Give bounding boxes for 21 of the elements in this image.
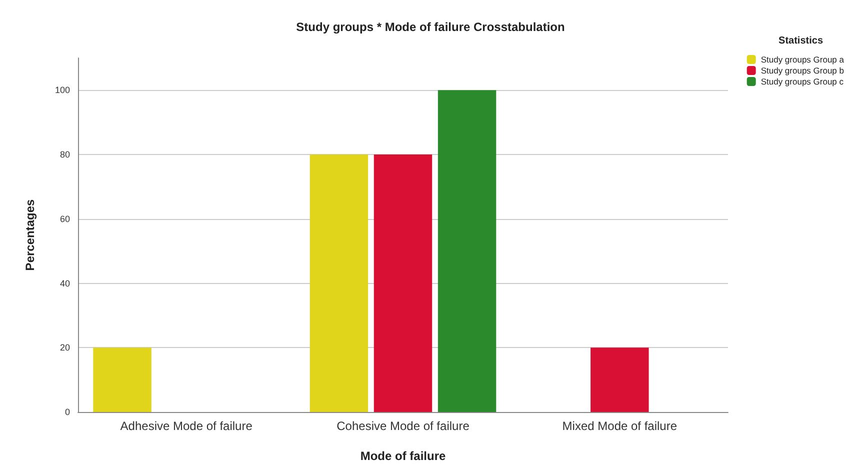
y-tick-label: 80 xyxy=(60,150,70,160)
y-tick-label: 40 xyxy=(60,278,70,288)
y-tick-label: 100 xyxy=(54,85,70,96)
chart-title: Study groups * Mode of failure Crosstabulation xyxy=(296,20,565,34)
bar xyxy=(310,154,368,412)
bar xyxy=(374,154,432,412)
bar xyxy=(93,348,152,412)
legend-label: Study groups Group a xyxy=(760,54,844,64)
y-axis-title: Percentages xyxy=(23,198,37,271)
x-tick-label: Cohesive Mode of failure xyxy=(336,419,470,433)
legend-title: Statistics xyxy=(778,36,824,46)
y-tick-label: 60 xyxy=(60,214,70,224)
bar xyxy=(438,90,496,412)
legend-label: Study groups Group b xyxy=(760,66,844,76)
bar xyxy=(590,348,649,412)
y-tick-label: 20 xyxy=(60,342,70,353)
x-axis-title: Mode of failure xyxy=(360,449,446,463)
x-tick-label: Mixed Mode of failure xyxy=(562,419,678,433)
x-tick-label: Adhesive Mode of failure xyxy=(120,419,253,433)
legend-label: Study groups Group c xyxy=(760,76,844,86)
y-tick-label: 0 xyxy=(64,407,70,417)
